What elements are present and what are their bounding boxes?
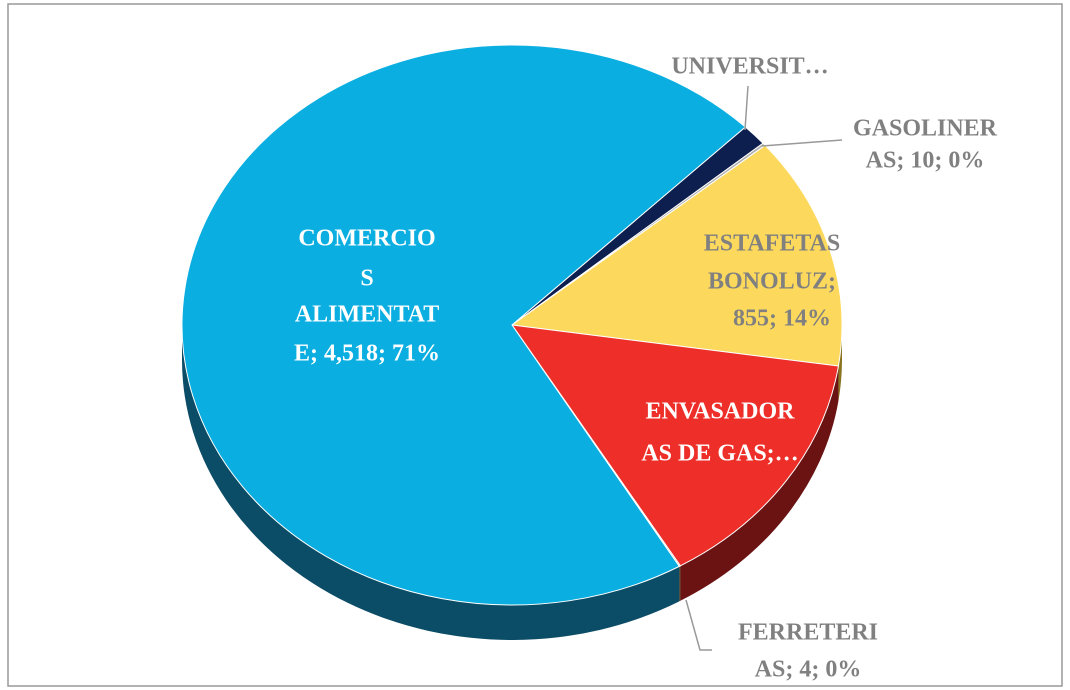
data-label: ALIMENTAT	[295, 302, 439, 328]
data-label: BONOLUZ;	[708, 269, 836, 295]
data-label: ENVASADOR	[646, 399, 796, 425]
data-label: S	[360, 266, 373, 292]
leader-line	[761, 139, 843, 147]
data-label: FERRETERI	[738, 620, 878, 646]
data-label: AS; 10; 0%	[866, 148, 985, 174]
pie-side	[680, 366, 839, 601]
data-label: ESTAFETAS	[704, 231, 841, 257]
leader-line	[685, 599, 712, 651]
data-label: 855; 14%	[733, 306, 831, 332]
pie-slice	[181, 44, 747, 606]
pie-slice	[510, 324, 840, 567]
pie-side	[838, 325, 842, 402]
data-label: AS DE GAS;…	[641, 441, 798, 467]
leader-line	[744, 85, 749, 131]
pie-slice	[510, 144, 843, 367]
pie-side	[679, 565, 681, 602]
data-label: AS; 4; 0%	[755, 657, 862, 683]
sides	[181, 325, 842, 640]
data-label: GASOLINER	[853, 116, 998, 142]
data-label: COMERCIO	[298, 226, 435, 252]
data-label: UNIVERSIT…	[671, 54, 828, 80]
tops	[181, 44, 843, 606]
pie-side	[181, 325, 680, 640]
labels: UNIVERSIT… GASOLINER AS; 10; 0% ESTAFETAS BO…	[294, 54, 998, 683]
data-label: E; 4,518; 71%	[294, 341, 440, 367]
